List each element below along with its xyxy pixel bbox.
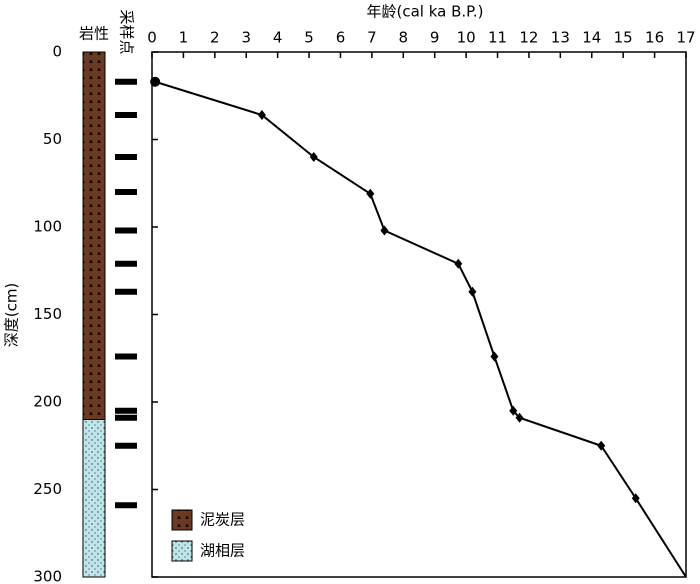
sample-dash xyxy=(115,502,137,509)
plot-frame xyxy=(151,51,687,578)
x-tick-label: 14 xyxy=(582,29,601,47)
y-tick-label: 300 xyxy=(33,568,62,584)
lithology-header: 岩性 xyxy=(79,25,109,43)
dated-point xyxy=(454,258,463,269)
sample-dash xyxy=(115,260,137,267)
x-tick-label: 11 xyxy=(488,29,507,47)
x-tick-label: 10 xyxy=(457,29,476,47)
x-tick-label: 9 xyxy=(430,29,440,47)
dated-point xyxy=(631,493,640,504)
dated-point xyxy=(509,405,518,416)
x-tick-label: 17 xyxy=(676,29,695,47)
y-tick-label: 100 xyxy=(33,218,62,236)
x-tick-label: 7 xyxy=(367,29,377,47)
lithology-layer xyxy=(82,419,106,578)
x-tick-label: 12 xyxy=(519,29,538,47)
sample-dash xyxy=(115,407,137,414)
dated-point xyxy=(150,76,161,87)
y-tick-label: 150 xyxy=(33,305,62,323)
sample-dash xyxy=(115,112,137,118)
sample-header: 采样点 xyxy=(118,9,136,54)
x-tick-label: 13 xyxy=(551,29,570,47)
x-tick-label: 0 xyxy=(147,29,157,47)
dated-point xyxy=(468,286,477,297)
dated-point xyxy=(515,412,524,423)
y-tick-label: 50 xyxy=(43,130,62,148)
dated-point xyxy=(380,225,389,236)
sample-dash xyxy=(115,414,137,421)
x-tick-label: 6 xyxy=(336,29,346,47)
sample-dash xyxy=(115,288,137,295)
x-tick-label: 16 xyxy=(645,29,664,47)
lithology-layer xyxy=(82,51,106,420)
legend-swatch xyxy=(171,540,193,562)
x-tick-label: 5 xyxy=(304,29,314,47)
dated-point xyxy=(309,152,318,162)
y-tick-label: 250 xyxy=(33,480,62,498)
dated-point xyxy=(257,110,266,120)
x-tick-label: 2 xyxy=(210,29,220,47)
age-depth-line xyxy=(154,80,687,578)
y-axis-title: 深度(cm) xyxy=(3,283,21,348)
sample-dash xyxy=(115,189,137,195)
y-tick-label: 0 xyxy=(52,43,62,61)
dated-point xyxy=(490,351,499,362)
sample-dash xyxy=(115,154,137,160)
sample-dash xyxy=(115,353,137,360)
y-tick-label: 200 xyxy=(33,393,62,411)
legend-label: 泥炭层 xyxy=(200,511,245,529)
x-tick-label: 15 xyxy=(614,29,633,47)
x-tick-label: 3 xyxy=(241,29,251,47)
legend-swatch xyxy=(171,509,193,531)
x-tick-label: 8 xyxy=(399,29,409,47)
sample-dash xyxy=(115,227,137,234)
sample-dash xyxy=(115,442,137,449)
sample-dash xyxy=(115,78,137,85)
x-axis-title: 年龄(cal ka B.P.) xyxy=(367,3,484,21)
x-tick-label: 1 xyxy=(179,29,189,47)
dated-point xyxy=(597,440,606,451)
dated-point xyxy=(366,188,375,199)
legend-label: 湖相层 xyxy=(200,542,245,560)
x-tick-label: 4 xyxy=(273,29,283,47)
